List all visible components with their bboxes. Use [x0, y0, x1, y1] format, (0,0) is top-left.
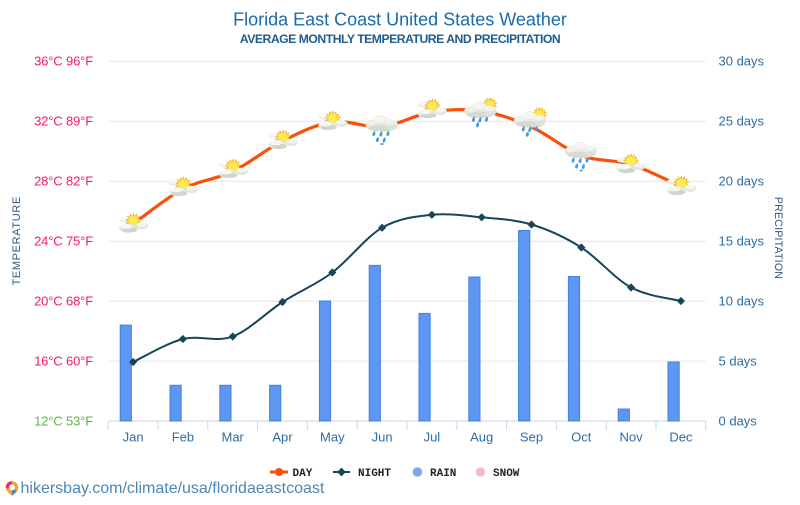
svg-text:AVERAGE MONTHLY TEMPERATURE AN: AVERAGE MONTHLY TEMPERATURE AND PRECIPIT…	[240, 32, 560, 46]
svg-text:Jan: Jan	[123, 430, 144, 445]
svg-text:12°C 53°F: 12°C 53°F	[34, 413, 93, 428]
svg-text:NIGHT: NIGHT	[358, 468, 391, 480]
svg-text:Feb: Feb	[172, 430, 194, 445]
svg-text:Dec: Dec	[669, 430, 693, 445]
svg-text:Mar: Mar	[222, 430, 245, 445]
svg-text:20 days: 20 days	[719, 174, 765, 189]
svg-text:30 days: 30 days	[719, 54, 765, 69]
svg-text:15 days: 15 days	[719, 234, 765, 249]
svg-text:Sep: Sep	[520, 430, 543, 445]
svg-text:5 days: 5 days	[719, 353, 758, 368]
svg-text:Aug: Aug	[470, 430, 493, 445]
svg-text:16°C 60°F: 16°C 60°F	[34, 353, 93, 368]
svg-text:25 days: 25 days	[719, 114, 765, 129]
svg-text:20°C 68°F: 20°C 68°F	[34, 293, 93, 308]
svg-text:hikersbay.com/climate/usa/flor: hikersbay.com/climate/usa/floridaeastcoa…	[21, 480, 325, 497]
svg-text:32°C 89°F: 32°C 89°F	[34, 114, 93, 129]
svg-text:RAIN: RAIN	[430, 468, 456, 480]
svg-text:May: May	[320, 430, 345, 445]
svg-text:0 days: 0 days	[719, 413, 758, 428]
svg-text:28°C 82°F: 28°C 82°F	[34, 174, 93, 189]
svg-text:36°C 96°F: 36°C 96°F	[34, 54, 93, 69]
svg-text:Nov: Nov	[620, 430, 644, 445]
svg-text:TEMPERATURE: TEMPERATURE	[11, 196, 23, 285]
svg-text:10 days: 10 days	[719, 293, 765, 308]
svg-text:DAY: DAY	[293, 468, 313, 480]
svg-text:Apr: Apr	[272, 430, 293, 445]
svg-text:Florida East Coast United Stat: Florida East Coast United States Weather	[233, 9, 567, 29]
svg-text:SNOW: SNOW	[493, 468, 520, 480]
svg-text:Oct: Oct	[571, 430, 592, 445]
svg-text:Jul: Jul	[424, 430, 441, 445]
svg-text:PRECIPITATION: PRECIPITATION	[772, 197, 784, 279]
svg-text:Jun: Jun	[372, 430, 393, 445]
svg-text:24°C 75°F: 24°C 75°F	[34, 234, 93, 249]
